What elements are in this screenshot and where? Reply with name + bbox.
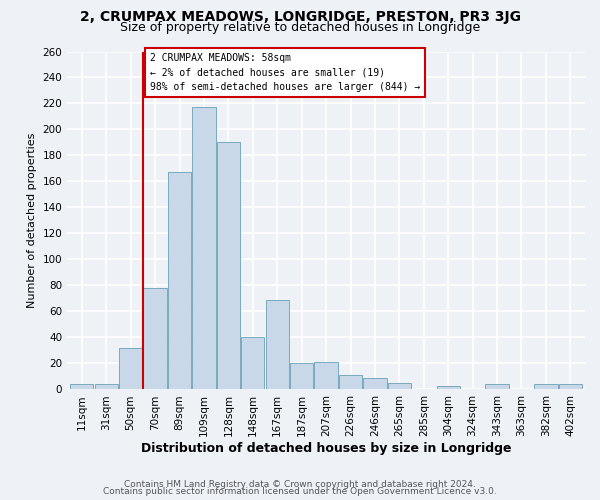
Bar — [70, 384, 94, 390]
X-axis label: Distribution of detached houses by size in Longridge: Distribution of detached houses by size … — [141, 442, 511, 455]
Bar — [290, 364, 313, 390]
Bar — [535, 384, 557, 390]
Text: Size of property relative to detached houses in Longridge: Size of property relative to detached ho… — [120, 21, 480, 34]
Bar — [241, 338, 265, 390]
Text: 2 CRUMPAX MEADOWS: 58sqm
← 2% of detached houses are smaller (19)
98% of semi-de: 2 CRUMPAX MEADOWS: 58sqm ← 2% of detache… — [150, 53, 421, 92]
Bar — [193, 108, 215, 390]
Text: Contains HM Land Registry data © Crown copyright and database right 2024.: Contains HM Land Registry data © Crown c… — [124, 480, 476, 489]
Bar — [559, 384, 582, 390]
Bar — [266, 300, 289, 390]
Bar — [339, 375, 362, 390]
Bar — [364, 378, 386, 390]
Bar — [314, 362, 338, 390]
Bar — [485, 384, 509, 390]
Bar — [437, 386, 460, 390]
Bar — [95, 384, 118, 390]
Bar — [143, 288, 167, 390]
Bar — [119, 348, 142, 390]
Bar — [168, 172, 191, 390]
Bar — [388, 383, 411, 390]
Y-axis label: Number of detached properties: Number of detached properties — [27, 133, 37, 308]
Bar — [217, 142, 240, 390]
Text: 2, CRUMPAX MEADOWS, LONGRIDGE, PRESTON, PR3 3JG: 2, CRUMPAX MEADOWS, LONGRIDGE, PRESTON, … — [79, 10, 521, 24]
Text: Contains public sector information licensed under the Open Government Licence v3: Contains public sector information licen… — [103, 487, 497, 496]
